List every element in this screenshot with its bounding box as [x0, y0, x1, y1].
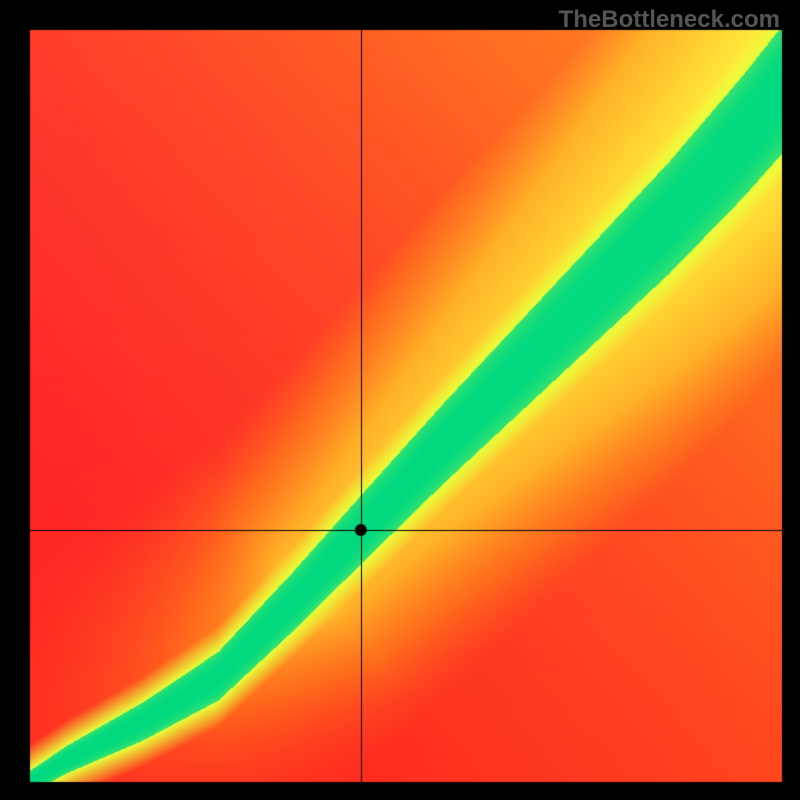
heatmap-canvas [0, 0, 800, 800]
watermark-text: TheBottleneck.com [559, 6, 780, 34]
figure-container: TheBottleneck.com [0, 0, 800, 800]
